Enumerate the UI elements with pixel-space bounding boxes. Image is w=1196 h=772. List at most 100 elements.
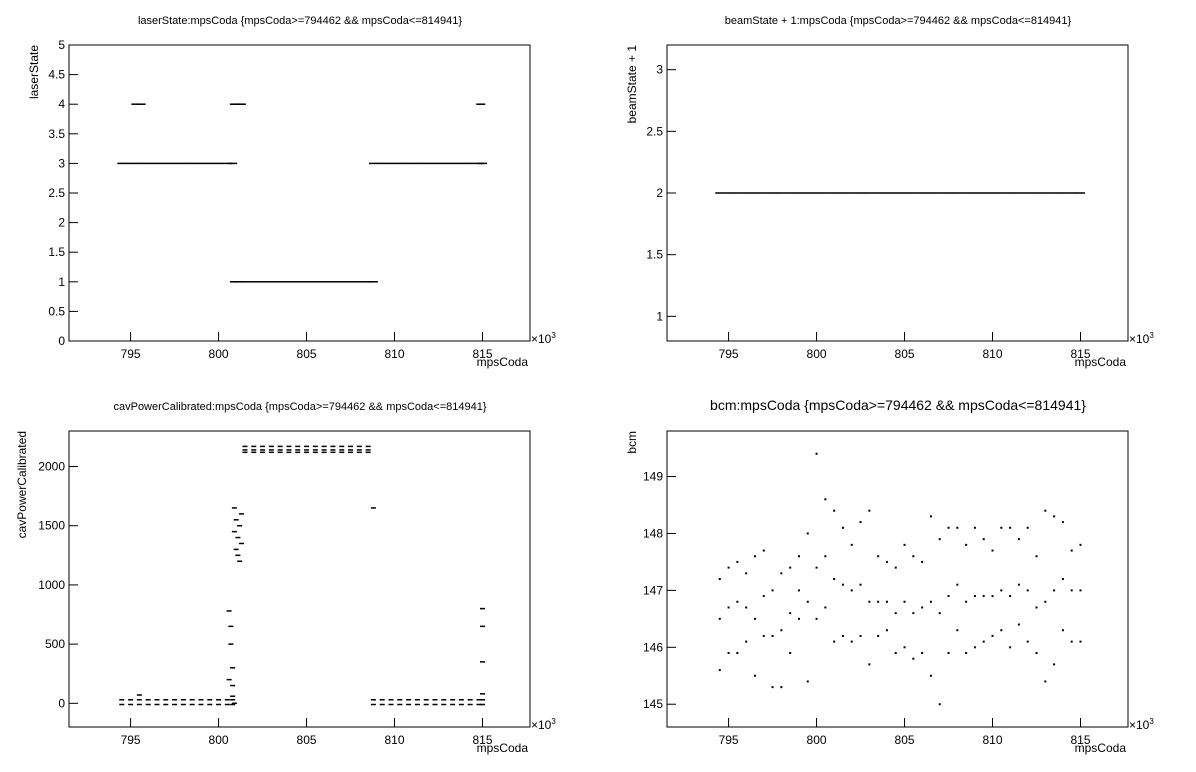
- point: [1061, 521, 1064, 524]
- point: [894, 566, 897, 569]
- point: [293, 281, 303, 283]
- point: [295, 449, 301, 451]
- point: [873, 192, 883, 194]
- point: [736, 652, 739, 654]
- point: [833, 578, 836, 580]
- point: [237, 560, 243, 562]
- point: [388, 699, 394, 701]
- point: [718, 669, 721, 672]
- point: [1070, 549, 1073, 552]
- point: [947, 526, 950, 529]
- point: [912, 657, 915, 660]
- point: [929, 515, 932, 518]
- point: [365, 449, 371, 451]
- point: [780, 572, 783, 575]
- point: [370, 699, 376, 701]
- point: [859, 521, 862, 524]
- point: [929, 600, 932, 603]
- point: [1070, 640, 1073, 643]
- point: [432, 699, 438, 701]
- point: [732, 192, 742, 194]
- point: [189, 699, 195, 701]
- point: [1070, 589, 1073, 592]
- point: [119, 703, 125, 706]
- point: [467, 699, 473, 701]
- point: [295, 451, 301, 454]
- point: [973, 595, 976, 598]
- x-multiplier-base: ×10: [531, 718, 552, 732]
- point: [952, 192, 962, 194]
- point: [806, 680, 809, 683]
- point: [912, 555, 915, 558]
- point: [771, 634, 774, 637]
- point: [456, 162, 466, 165]
- point: [947, 595, 950, 598]
- point: [231, 530, 237, 533]
- point: [312, 449, 318, 451]
- x-tick-label: 795: [719, 733, 739, 747]
- point: [1044, 600, 1047, 603]
- point: [450, 699, 456, 701]
- point: [240, 281, 250, 283]
- point: [973, 526, 976, 529]
- point: [868, 600, 871, 603]
- point: [365, 451, 371, 454]
- point: [965, 543, 968, 546]
- point: [379, 703, 385, 706]
- point: [465, 162, 475, 165]
- point: [310, 281, 320, 283]
- point: [850, 589, 853, 592]
- point: [991, 549, 994, 552]
- point: [759, 192, 769, 194]
- panel: beamState + 1:mpsCoda {mpsCoda>=794462 &…: [625, 15, 1154, 369]
- point: [776, 192, 786, 194]
- point: [912, 612, 915, 615]
- point: [885, 560, 888, 563]
- x-tick-label: 815: [1070, 733, 1090, 747]
- point: [938, 612, 941, 615]
- point: [877, 555, 880, 558]
- x-multiplier: ×103: [1129, 331, 1154, 346]
- point: [847, 192, 857, 194]
- point: [727, 652, 730, 654]
- x-tick-label: 795: [121, 347, 141, 361]
- point: [753, 674, 756, 677]
- y-tick-label: 0: [58, 334, 65, 348]
- x-multiplier-exponent: 3: [551, 331, 556, 340]
- point: [131, 103, 141, 105]
- x-tick-label: 805: [895, 733, 915, 747]
- point: [235, 554, 241, 557]
- point: [237, 524, 243, 527]
- point: [266, 281, 276, 283]
- point: [136, 699, 142, 701]
- point: [251, 451, 257, 454]
- point: [1000, 589, 1003, 592]
- point: [1035, 652, 1038, 654]
- point: [1023, 192, 1033, 194]
- point: [979, 192, 989, 194]
- point: [339, 449, 345, 451]
- point: [230, 667, 236, 669]
- point: [207, 703, 213, 706]
- point: [233, 519, 239, 521]
- chart-title: beamState + 1:mpsCoda {mpsCoda>=794462 &…: [725, 15, 1072, 27]
- point: [745, 640, 748, 643]
- point: [258, 281, 268, 283]
- point: [214, 162, 224, 165]
- y-tick-label: 500: [45, 637, 65, 651]
- y-tick-label: 0: [58, 696, 65, 710]
- point: [286, 445, 292, 448]
- point: [965, 600, 968, 603]
- point: [414, 699, 420, 701]
- point: [377, 162, 387, 165]
- point: [226, 610, 232, 612]
- point: [1044, 680, 1047, 683]
- point: [841, 526, 844, 529]
- point: [789, 566, 792, 569]
- point: [768, 192, 778, 194]
- point: [216, 699, 222, 701]
- point: [275, 281, 285, 283]
- point: [228, 643, 234, 645]
- x-tick-label: 805: [297, 733, 317, 747]
